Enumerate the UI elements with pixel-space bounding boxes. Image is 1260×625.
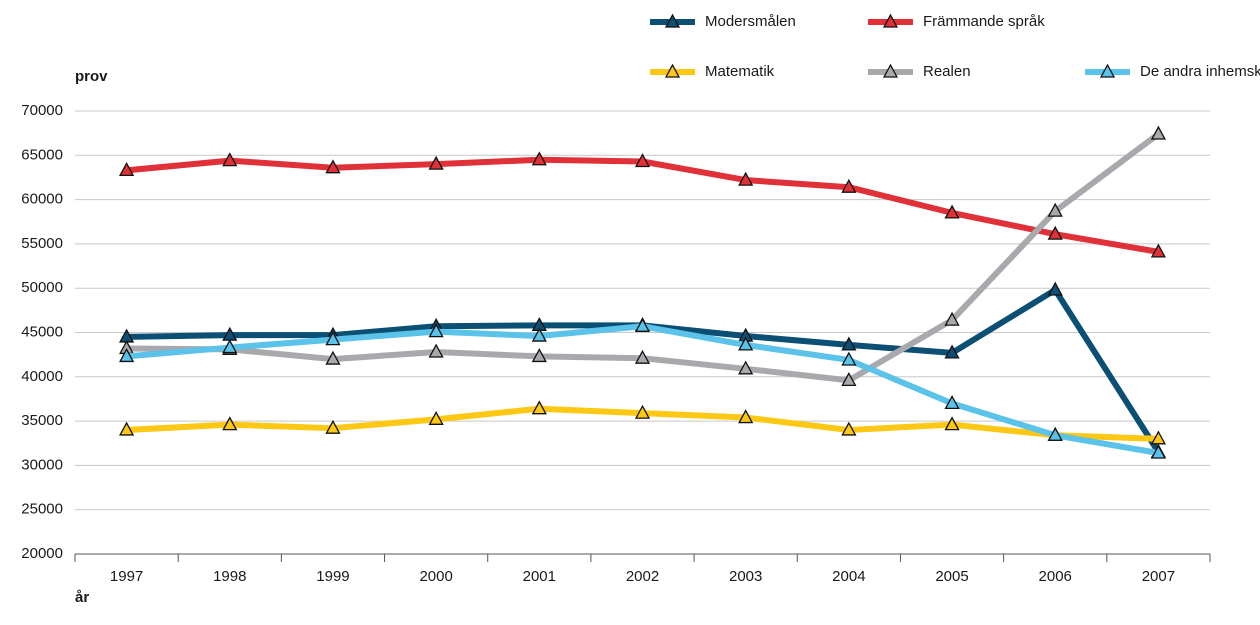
point-marker [325, 350, 341, 365]
legend-marker [882, 13, 899, 28]
point-marker [944, 416, 960, 431]
x-tick-label: 2003 [729, 568, 762, 585]
legend-label: De andra inhemska [1140, 63, 1260, 80]
y-tick-label: 50000 [21, 279, 63, 296]
series-line [126, 156, 1159, 255]
y-axis-label: prov [75, 68, 108, 85]
point-marker [428, 323, 444, 338]
point-marker [1047, 202, 1063, 217]
point-marker [634, 317, 651, 332]
point-marker [841, 336, 857, 351]
x-tick-label: 2006 [1039, 568, 1072, 585]
point-marker [1047, 281, 1063, 296]
point-marker [325, 159, 341, 174]
point-marker [1047, 225, 1063, 240]
legend-label: Realen [923, 63, 971, 80]
legend-label: Matematik [705, 63, 775, 80]
point-marker [738, 409, 754, 424]
point-marker [428, 155, 444, 170]
point-marker [222, 339, 238, 354]
x-tick-label: 2002 [626, 568, 659, 585]
y-tick-label: 60000 [21, 191, 63, 208]
point-marker [944, 395, 960, 410]
point-marker [531, 348, 547, 363]
y-tick-label: 55000 [21, 235, 63, 252]
x-tick-label: 1997 [110, 568, 143, 585]
x-tick-label: 1999 [316, 568, 349, 585]
point-marker [428, 410, 444, 425]
point-marker [531, 400, 547, 415]
point-marker [738, 171, 754, 186]
y-tick-label: 35000 [21, 412, 63, 429]
x-tick-label: 2007 [1142, 568, 1175, 585]
point-marker [222, 416, 238, 431]
point-marker [118, 348, 135, 363]
legend-label: Främmande språk [923, 13, 1045, 30]
point-marker [841, 421, 857, 436]
point-marker [738, 360, 754, 375]
y-tick-label: 20000 [21, 545, 63, 562]
point-marker [428, 343, 444, 358]
point-marker [1150, 243, 1167, 258]
y-tick-label: 25000 [21, 501, 63, 518]
y-tick-label: 30000 [21, 456, 63, 473]
point-marker [118, 161, 135, 177]
point-marker [841, 371, 857, 386]
point-marker [222, 152, 238, 167]
y-tick-label: 45000 [21, 323, 63, 340]
point-marker [634, 404, 651, 419]
point-marker [1150, 125, 1167, 140]
point-marker [531, 327, 547, 342]
x-tick-label: 2000 [419, 568, 452, 585]
x-axis-label: år [75, 589, 89, 606]
point-marker [634, 153, 651, 168]
point-marker [944, 204, 960, 219]
x-tick-label: 2001 [523, 568, 556, 585]
point-marker [325, 331, 341, 346]
point-marker [944, 311, 960, 326]
point-marker [531, 151, 547, 166]
point-marker [118, 421, 135, 436]
point-marker [944, 344, 960, 359]
x-tick-label: 2005 [935, 568, 968, 585]
point-marker [634, 349, 651, 364]
point-marker [841, 178, 857, 193]
y-tick-label: 40000 [21, 368, 63, 385]
x-tick-label: 2004 [832, 568, 865, 585]
point-marker [841, 351, 857, 366]
y-tick-label: 70000 [21, 102, 63, 119]
series-line [126, 323, 1159, 456]
legend-marker [882, 63, 899, 78]
legend-marker [1099, 63, 1116, 78]
point-marker [325, 419, 341, 434]
y-tick-label: 65000 [21, 146, 63, 163]
point-marker [1150, 430, 1167, 445]
point-marker [738, 336, 754, 351]
legend-marker [664, 13, 681, 28]
point-marker [1150, 444, 1167, 459]
point-marker [1047, 426, 1063, 441]
legend-marker [664, 63, 681, 78]
legend-label: Modersmålen [705, 13, 796, 30]
x-tick-label: 1998 [213, 568, 246, 585]
